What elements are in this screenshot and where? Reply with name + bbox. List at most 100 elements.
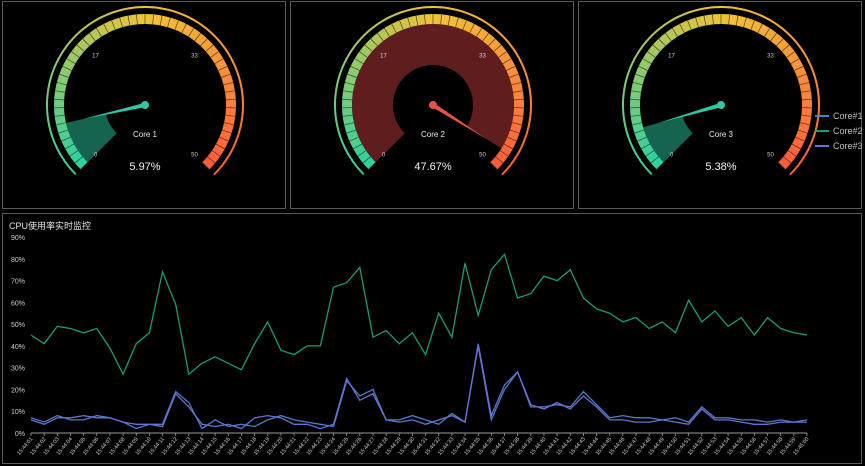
gauge-outer-ring [750, 10, 760, 16]
gauge-minor-tick [679, 23, 685, 34]
gauge-axis-band [344, 123, 356, 134]
gauge-outer-ring [64, 40, 72, 48]
gauge-axis-band [490, 40, 503, 53]
gauge-outer-ring [213, 34, 221, 43]
gauge-minor-tick [95, 27, 102, 37]
gauge-outer-ring [74, 29, 83, 37]
gauge-axis-band [346, 129, 359, 140]
gauge-outer-ring [341, 141, 347, 150]
legend-item-core1[interactable]: Core#1 [815, 108, 863, 123]
gauge-needle [82, 102, 146, 120]
gauge-outer-ring [705, 6, 714, 10]
gauge-needle [659, 102, 722, 123]
gauge-minor-tick [786, 51, 795, 58]
gauge-minor-tick [489, 161, 498, 170]
gauge-minor-tick [368, 161, 377, 170]
gauge-minor-tick [495, 156, 504, 164]
gauge-outer-ring [765, 16, 774, 23]
gauge-outer-ring [218, 162, 226, 170]
gauge-axis-band [385, 23, 397, 36]
gauge-axis-band [175, 20, 187, 33]
gauge-minor-tick [347, 73, 357, 78]
gauge-minor-tick [638, 65, 648, 71]
gauge-outer-ring [525, 74, 530, 83]
gauge-outer-ring [810, 134, 816, 144]
gauge-outer-ring [783, 29, 792, 37]
gauge-minor-tick [631, 90, 642, 93]
gauge-minor-tick [513, 114, 524, 117]
gauge-axis-band [733, 15, 743, 27]
gauge-axis-band [71, 45, 84, 58]
gauge-outer-ring [334, 112, 338, 121]
gauge-minor-tick [498, 51, 507, 58]
gauge-outer-ring [417, 6, 426, 10]
gauge-outer-ring [50, 134, 56, 143]
gauge-minor-tick [476, 27, 483, 37]
gauge-outer-ring [736, 7, 745, 11]
gauge-minor-tick [764, 27, 771, 37]
gauge-axis-band [418, 14, 427, 26]
gauge-outer-ring [629, 141, 635, 150]
gauge-outer-ring [506, 40, 514, 49]
series-line-3 [30, 343, 807, 430]
gauge-outer-ring [623, 81, 627, 90]
gauge-outer-ring [47, 81, 51, 90]
gauge-axis-band [786, 51, 799, 63]
gauge-minor-tick [650, 156, 659, 164]
gauge-axis-band [509, 123, 522, 134]
gauge-axis-band [679, 20, 691, 33]
gauge-outer-ring [239, 120, 243, 129]
gauge-outer-ring [662, 20, 671, 27]
gauge-minor-tick [703, 15, 707, 26]
gauge-axis-band [202, 157, 215, 170]
gauge-minor-tick [119, 17, 123, 28]
gauge-tick-label: 50 [479, 152, 486, 158]
gauge-axis-band [673, 23, 685, 36]
gauge-minor-tick [447, 15, 451, 26]
gauge-axis-band [699, 15, 709, 27]
gauge-axis-band [469, 23, 481, 37]
gauge-axis-band [391, 20, 403, 33]
gauge-axis-band [219, 129, 232, 141]
legend-item-core3[interactable]: Core#3 [815, 138, 863, 153]
gauge-outer-ring [195, 20, 204, 27]
gauge-minor-tick [511, 81, 522, 86]
gauge-outer-ring [223, 155, 230, 164]
gauge-minor-tick [509, 73, 519, 78]
gauge-outer-ring [455, 8, 465, 13]
gauge-minor-tick [224, 90, 235, 93]
gauge-axis-band [202, 40, 215, 53]
legend-label: Core#1 [833, 110, 863, 121]
gauge-axis-band [58, 129, 71, 140]
gauge-minor-tick [225, 114, 236, 117]
gauge-tick-label: 50 [191, 152, 198, 158]
gauge-outer-ring [348, 155, 355, 164]
gauge-minor-tick [181, 23, 187, 34]
gauge-outer-ring [381, 16, 390, 23]
gauge-outer-ring [218, 40, 226, 49]
legend-swatch [815, 114, 829, 117]
gauge-axis-band [630, 90, 642, 99]
gauge-axis-band [342, 111, 354, 120]
gauge-minor-tick [797, 129, 808, 134]
gauge-outer-ring [789, 34, 797, 43]
gauge-tick-label: 33 [767, 54, 774, 60]
gauge-axis-band [223, 83, 235, 93]
gauge-axis-band [67, 51, 80, 63]
gauge-outer-ring [501, 34, 509, 43]
gauge-axis-band [490, 157, 503, 170]
gauge-axis-band [651, 157, 664, 170]
gauge-minor-tick [82, 38, 90, 47]
gauge-axis-band [512, 111, 524, 120]
gauge-minor-tick [359, 51, 368, 58]
gauge-axis-band [224, 111, 236, 120]
gauge-minor-tick [370, 38, 378, 47]
gauge-outer-ring [114, 8, 123, 13]
gauge-outer-ring [527, 81, 531, 91]
legend-item-core2[interactable]: Core#2 [815, 123, 863, 138]
gauge-axis-band [411, 15, 421, 27]
gauge-outer-ring [160, 7, 169, 11]
gauge-axis-band [692, 16, 703, 28]
gauge-outer-ring [650, 29, 659, 37]
gauge-tick-label: 17 [380, 54, 387, 60]
